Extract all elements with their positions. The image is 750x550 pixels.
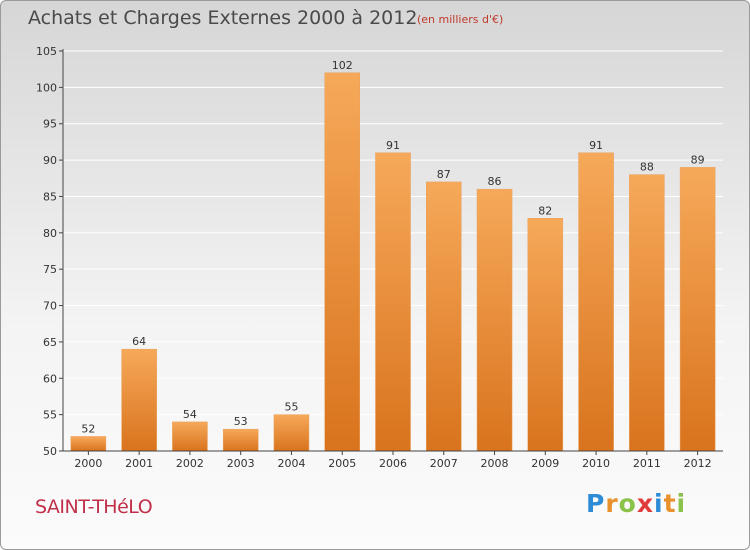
y-tick-label: 60 (43, 372, 57, 385)
bar-2005 (324, 72, 360, 452)
y-tick-label: 95 (43, 118, 57, 131)
data-label: 52 (81, 422, 95, 435)
data-label: 54 (183, 408, 197, 421)
logo-letter: i (676, 489, 687, 518)
y-tick-label: 105 (36, 45, 57, 58)
data-label: 53 (234, 415, 248, 428)
bar-2006 (375, 152, 411, 452)
proxiti-logo: Proxiti (586, 489, 686, 518)
logo-letter: r (605, 489, 619, 518)
x-tick-label: 2001 (125, 457, 153, 470)
y-tick-label: 70 (43, 300, 57, 313)
y-tick-label: 100 (36, 81, 57, 94)
bar-2004 (273, 414, 310, 452)
x-tick-label: 2012 (684, 457, 712, 470)
bar-2000 (70, 436, 107, 452)
x-tick-label: 2004 (277, 457, 305, 470)
y-tick-label: 75 (43, 263, 57, 276)
data-label: 91 (386, 139, 400, 152)
x-tick-label: 2002 (176, 457, 204, 470)
bar-2008 (476, 188, 513, 452)
data-label: 55 (284, 401, 298, 414)
bar-2012 (679, 167, 716, 452)
x-tick-label: 2006 (379, 457, 407, 470)
logo-letter: P (586, 489, 606, 518)
chart-title: Achats et Charges Externes 2000 à 2012 (28, 7, 418, 29)
x-tick-label: 2010 (582, 457, 610, 470)
x-tick-label: 2011 (633, 457, 661, 470)
y-tick-label: 50 (43, 445, 57, 458)
y-tick-label: 80 (43, 227, 57, 240)
bar-2011 (629, 174, 665, 452)
place-name: SAINT-THéLO (35, 496, 153, 518)
bar-2007 (426, 181, 462, 452)
chart-unit: (en milliers d'€) (417, 13, 504, 26)
bar-2002 (172, 421, 208, 452)
logo-letter: x (636, 489, 654, 518)
x-tick-label: 2008 (481, 457, 509, 470)
data-label: 88 (640, 161, 654, 174)
bar-2003 (222, 428, 259, 452)
data-label: 87 (437, 168, 451, 181)
y-tick-label: 85 (43, 190, 57, 203)
bar-2010 (578, 152, 614, 452)
y-tick-label: 55 (43, 409, 57, 422)
x-tick-label: 2000 (74, 457, 102, 470)
x-tick-label: 2007 (430, 457, 458, 470)
logo-letter: o (618, 489, 637, 518)
data-label: 102 (332, 59, 353, 72)
data-label: 82 (538, 204, 552, 217)
logo-letter: t (663, 489, 677, 518)
y-tick-label: 65 (43, 336, 57, 349)
logo-letter: i (654, 489, 664, 518)
x-tick-label: 2009 (531, 457, 559, 470)
data-label: 91 (589, 139, 603, 152)
data-label: 89 (691, 153, 705, 166)
data-label: 64 (132, 335, 146, 348)
x-tick-label: 2005 (328, 457, 356, 470)
data-label: 86 (488, 175, 502, 188)
x-tick-label: 2003 (227, 457, 255, 470)
bar-2001 (121, 348, 157, 452)
y-tick-label: 90 (43, 154, 57, 167)
bar-2009 (527, 218, 564, 452)
